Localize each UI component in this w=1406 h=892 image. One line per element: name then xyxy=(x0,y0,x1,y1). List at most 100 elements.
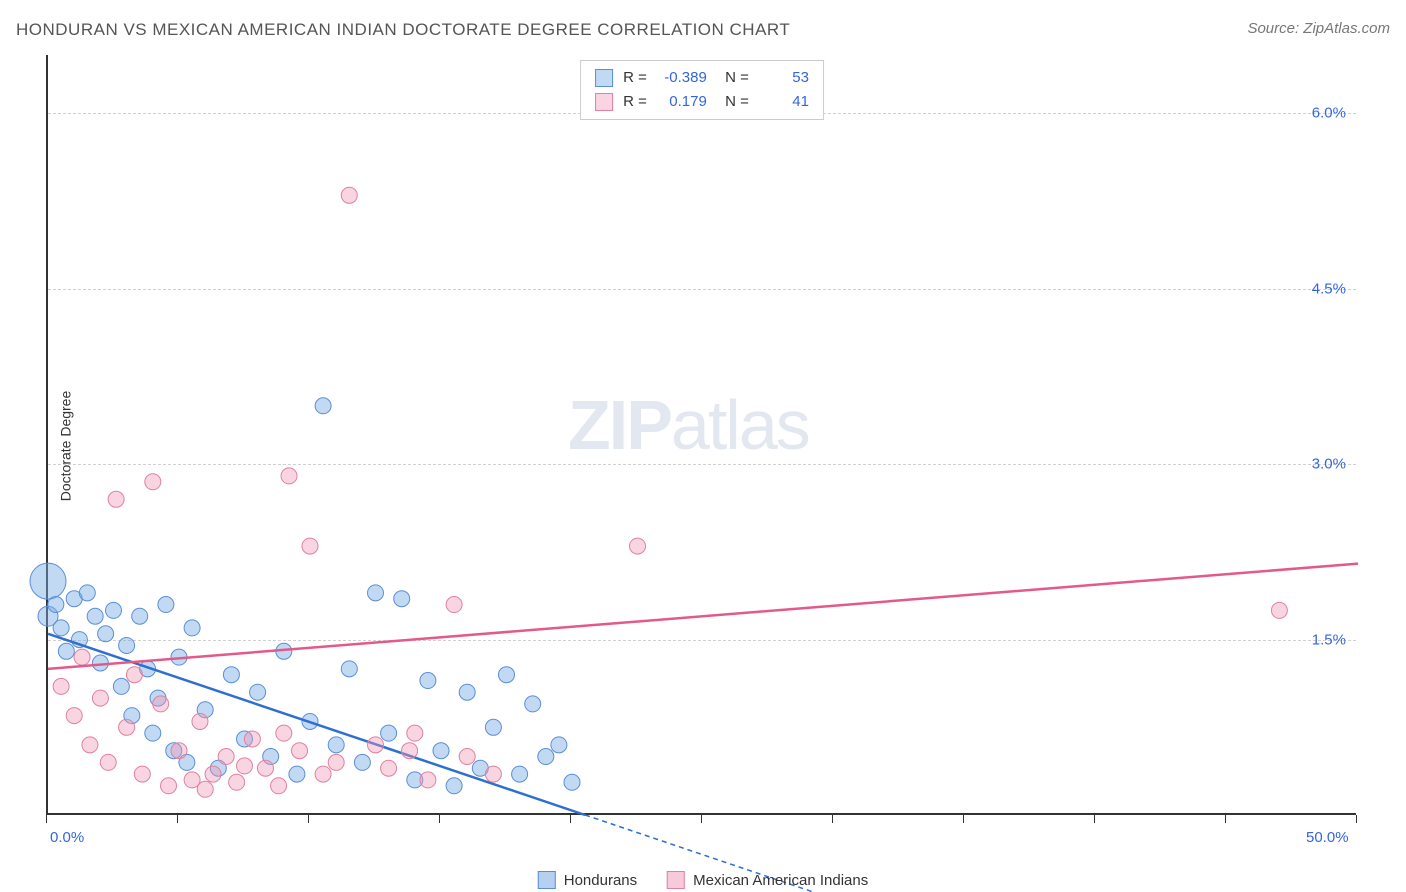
scatter-point xyxy=(328,737,344,753)
x-tick xyxy=(46,815,47,823)
header: HONDURAN VS MEXICAN AMERICAN INDIAN DOCT… xyxy=(16,20,1390,40)
x-tick xyxy=(1225,815,1226,823)
scatter-plot-svg xyxy=(48,55,1356,813)
x-tick-label: 50.0% xyxy=(1306,829,1349,846)
scatter-point xyxy=(281,468,297,484)
scatter-point xyxy=(158,597,174,613)
scatter-point xyxy=(79,585,95,601)
scatter-point xyxy=(289,766,305,782)
scatter-point xyxy=(420,772,436,788)
scatter-point xyxy=(402,743,418,759)
legend-label: Mexican American Indians xyxy=(693,872,868,889)
scatter-point xyxy=(328,754,344,770)
x-tick xyxy=(177,815,178,823)
x-tick xyxy=(963,815,964,823)
scatter-point xyxy=(244,731,260,747)
scatter-point xyxy=(341,187,357,203)
scatter-point xyxy=(485,719,501,735)
scatter-point xyxy=(82,737,98,753)
scatter-point xyxy=(126,667,142,683)
x-tick xyxy=(1356,815,1357,823)
legend-swatch xyxy=(667,871,685,889)
scatter-point xyxy=(218,749,234,765)
legend-stats-row-1: R =0.179 N =41 xyxy=(595,90,809,114)
scatter-point xyxy=(381,760,397,776)
scatter-point xyxy=(48,597,64,613)
scatter-point xyxy=(58,643,74,659)
scatter-point xyxy=(394,591,410,607)
scatter-point xyxy=(446,778,462,794)
scatter-point xyxy=(145,725,161,741)
scatter-point xyxy=(381,725,397,741)
scatter-point xyxy=(551,737,567,753)
scatter-point xyxy=(87,608,103,624)
scatter-point xyxy=(30,563,66,599)
scatter-point xyxy=(171,743,187,759)
scatter-point xyxy=(74,649,90,665)
scatter-point xyxy=(100,754,116,770)
legend-item: Hondurans xyxy=(538,871,637,889)
r-value-1: 0.179 xyxy=(657,90,707,114)
chart-title: HONDURAN VS MEXICAN AMERICAN INDIAN DOCT… xyxy=(16,20,790,40)
scatter-point xyxy=(1271,602,1287,618)
scatter-point xyxy=(92,690,108,706)
scatter-point xyxy=(113,678,129,694)
scatter-point xyxy=(368,585,384,601)
legend-stats-row-0: R =-0.389 N =53 xyxy=(595,66,809,90)
scatter-point xyxy=(53,620,69,636)
trend-line xyxy=(48,564,1358,669)
scatter-point xyxy=(315,398,331,414)
scatter-point xyxy=(292,743,308,759)
scatter-point xyxy=(145,474,161,490)
legend-label: Hondurans xyxy=(564,872,637,889)
scatter-point xyxy=(106,602,122,618)
n-value-0: 53 xyxy=(759,66,809,90)
scatter-point xyxy=(341,661,357,677)
scatter-point xyxy=(512,766,528,782)
n-value-1: 41 xyxy=(759,90,809,114)
scatter-point xyxy=(538,749,554,765)
scatter-point xyxy=(161,778,177,794)
scatter-point xyxy=(205,766,221,782)
scatter-point xyxy=(197,781,213,797)
x-tick xyxy=(570,815,571,823)
scatter-point xyxy=(433,743,449,759)
scatter-point xyxy=(53,678,69,694)
scatter-point xyxy=(446,597,462,613)
x-tick-label: 0.0% xyxy=(50,829,84,846)
scatter-point xyxy=(257,760,273,776)
scatter-point xyxy=(223,667,239,683)
scatter-point xyxy=(459,749,475,765)
scatter-point xyxy=(407,725,423,741)
x-tick xyxy=(1094,815,1095,823)
legend-stats: R =-0.389 N =53 R =0.179 N =41 xyxy=(580,60,824,120)
scatter-point xyxy=(315,766,331,782)
x-tick xyxy=(308,815,309,823)
legend-swatch xyxy=(538,871,556,889)
scatter-point xyxy=(525,696,541,712)
scatter-point xyxy=(499,667,515,683)
scatter-point xyxy=(420,673,436,689)
r-value-0: -0.389 xyxy=(657,66,707,90)
scatter-point xyxy=(192,713,208,729)
source-label: Source: ZipAtlas.com xyxy=(1247,20,1390,37)
scatter-point xyxy=(119,637,135,653)
x-tick xyxy=(439,815,440,823)
scatter-point xyxy=(119,719,135,735)
scatter-point xyxy=(132,608,148,624)
legend-swatch-0 xyxy=(595,69,613,87)
scatter-point xyxy=(485,766,501,782)
scatter-point xyxy=(302,538,318,554)
scatter-point xyxy=(276,725,292,741)
scatter-point xyxy=(229,774,245,790)
scatter-point xyxy=(108,491,124,507)
scatter-point xyxy=(630,538,646,554)
scatter-point xyxy=(66,708,82,724)
scatter-point xyxy=(354,754,370,770)
scatter-point xyxy=(564,774,580,790)
legend-series: Hondurans Mexican American Indians xyxy=(538,871,868,889)
scatter-point xyxy=(98,626,114,642)
scatter-point xyxy=(250,684,266,700)
scatter-point xyxy=(459,684,475,700)
legend-swatch-1 xyxy=(595,93,613,111)
